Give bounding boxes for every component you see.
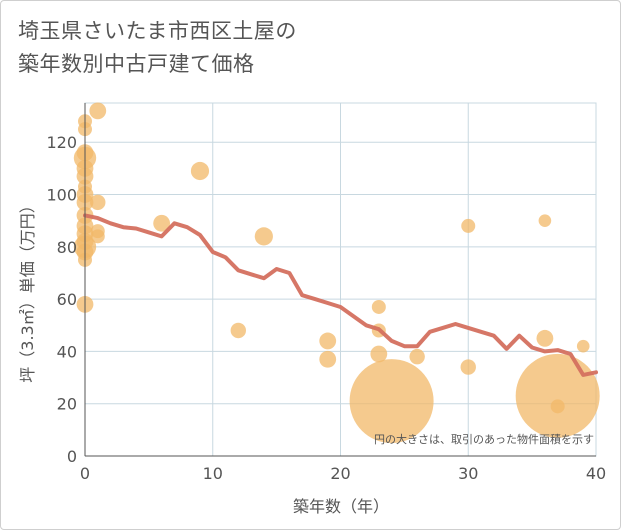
y-tick-label: 0 (67, 447, 77, 466)
bubble-size-note: 円の大きさは、取引のあった物件面積を示す (374, 432, 594, 446)
x-axis-label: 築年数（年） (293, 497, 389, 516)
data-point (460, 359, 476, 375)
data-point (576, 339, 590, 353)
data-point (153, 214, 171, 232)
average-line-series (83, 213, 598, 377)
y-axis-label: 坪（3.3㎡）単価（万円） (18, 197, 37, 382)
data-point (370, 345, 388, 363)
y-tick-label: 120 (46, 133, 77, 152)
data-point (349, 359, 434, 444)
data-point (319, 350, 337, 368)
x-tick-label: 10 (203, 464, 223, 483)
data-point (371, 299, 386, 314)
data-point (90, 229, 105, 244)
chart-title-line-1: 埼玉県さいたま市西区土屋の (18, 19, 297, 43)
y-tick-label: 80 (57, 238, 77, 257)
bubble-series (73, 102, 600, 444)
data-point (190, 161, 210, 181)
y-tick-label: 40 (57, 342, 77, 361)
y-tick-label: 20 (57, 395, 77, 414)
y-tick-label: 60 (57, 290, 77, 309)
x-tick-label: 30 (458, 464, 478, 483)
x-tick-label: 0 (80, 464, 90, 483)
x-tick-label: 40 (586, 464, 606, 483)
data-point (254, 227, 273, 246)
data-point (89, 102, 107, 120)
x-tick-label: 20 (330, 464, 350, 483)
data-point (461, 218, 476, 233)
axes: 0 20 40 60 80 100 120 0 10 20 30 40 (46, 103, 606, 483)
y-tick-label: 100 (46, 186, 77, 205)
data-point (90, 194, 106, 211)
data-point (409, 348, 425, 365)
chart-title: 埼玉県さいたま市西区土屋の 築年数別中古戸建て価格 (18, 15, 438, 81)
average-line (83, 213, 598, 377)
data-point (550, 399, 565, 414)
data-point (319, 332, 337, 350)
data-point (538, 214, 552, 227)
data-point (515, 353, 600, 438)
data-point (536, 329, 554, 347)
chart-title-line-2: 築年数別中古戸建て価格 (18, 52, 255, 76)
data-point (230, 322, 246, 339)
